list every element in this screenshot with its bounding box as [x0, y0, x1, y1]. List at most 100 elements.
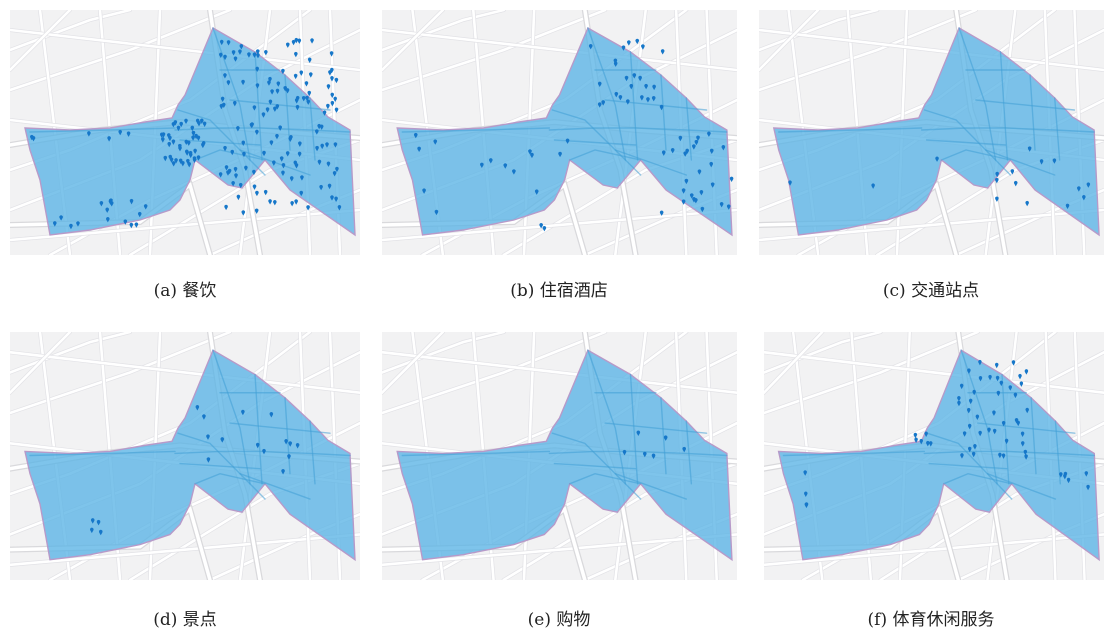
map-canvas — [10, 10, 360, 255]
road — [401, 450, 551, 457]
poi-marker-icon — [651, 96, 656, 102]
road — [179, 139, 261, 146]
poi-marker-icon — [729, 176, 734, 183]
poi-marker-icon — [613, 58, 618, 64]
poi-marker-icon — [179, 121, 184, 128]
poi-marker-icon — [1059, 472, 1063, 478]
road — [254, 373, 263, 485]
road — [194, 472, 266, 485]
road — [614, 149, 687, 176]
poi-marker-icon — [285, 88, 290, 94]
poi-marker-icon — [166, 133, 171, 139]
poi-marker-icon — [334, 107, 339, 113]
poi-marker-icon — [168, 154, 173, 161]
road — [177, 109, 266, 176]
poi-marker-icon — [613, 61, 618, 67]
poi-marker-icon — [1001, 453, 1006, 459]
road — [960, 349, 998, 485]
poi-marker-icon — [326, 84, 331, 90]
poi-marker-icon — [967, 423, 972, 430]
poi-marker-icon — [281, 170, 285, 176]
poi-marker-icon — [1086, 484, 1090, 491]
poi-marker-icon — [1082, 194, 1086, 201]
poi-marker-icon — [995, 177, 999, 184]
poi-marker-icon — [231, 50, 236, 56]
poi-marker-icon — [285, 42, 290, 48]
panel-caption: (a) 餐饮 — [153, 281, 217, 301]
poi-marker-icon — [721, 145, 726, 151]
poi-marker-icon — [601, 100, 606, 106]
poi-marker-icon — [218, 172, 223, 178]
poi-marker-icon — [597, 102, 602, 108]
poi-marker-icon — [1011, 360, 1016, 366]
poi-marker-icon — [967, 446, 972, 453]
poi-marker-icon — [268, 76, 272, 83]
poi-marker-icon — [709, 161, 714, 168]
poi-marker-icon — [126, 131, 131, 137]
poi-marker-icon — [966, 407, 971, 414]
poi-marker-icon — [696, 135, 700, 141]
poi-marker-icon — [255, 83, 260, 89]
poi-marker-icon — [332, 170, 337, 177]
road — [551, 432, 642, 500]
poi-marker-icon — [1052, 158, 1057, 164]
poi-marker-icon — [992, 428, 997, 435]
poi-marker-icon — [206, 457, 211, 463]
road — [759, 208, 1104, 242]
poi-marker-icon — [262, 150, 266, 157]
poi-marker-icon — [978, 430, 982, 437]
poi-marker-icon — [123, 219, 128, 225]
map-canvas — [382, 332, 737, 580]
poi-marker-icon — [294, 199, 298, 205]
map-view — [382, 10, 737, 255]
poi-marker-icon — [1066, 477, 1071, 484]
poi-marker-icon — [53, 221, 57, 227]
poi-marker-icon — [972, 389, 976, 396]
panel-caption: (d) 景点 — [153, 610, 217, 630]
poi-marker-icon — [315, 129, 319, 135]
poi-marker-icon — [197, 120, 201, 127]
road — [179, 462, 261, 470]
poi-marker-icon — [624, 75, 629, 82]
poi-marker-icon — [681, 199, 686, 205]
map-view — [10, 10, 360, 255]
poi-marker-icon — [295, 442, 300, 449]
poi-marker-icon — [268, 199, 272, 205]
poi-marker-icon — [682, 446, 687, 453]
road — [1030, 397, 1037, 475]
poi-marker-icon — [1027, 146, 1032, 152]
poi-marker-icon — [169, 157, 174, 163]
poi-marker-icon — [967, 368, 971, 374]
poi-marker-icon — [192, 157, 197, 164]
poi-marker-icon — [957, 400, 961, 407]
poi-marker-icon — [625, 99, 630, 105]
study-area-polygon — [777, 349, 1100, 562]
poi-marker-icon — [227, 168, 232, 175]
road — [382, 332, 445, 395]
study-area-polygon — [24, 26, 356, 237]
road — [985, 149, 1056, 176]
poi-marker-icon — [297, 38, 302, 44]
poi-marker-icon — [642, 451, 647, 458]
road — [999, 51, 1009, 161]
poi-marker-icon — [230, 149, 235, 156]
poi-marker-icon — [971, 451, 976, 458]
poi-marker-icon — [700, 206, 705, 213]
road — [614, 473, 687, 500]
poi-marker-icon — [334, 196, 338, 202]
poi-marker-icon — [276, 81, 281, 87]
poi-marker-icon — [255, 66, 259, 73]
poi-marker-icon — [1013, 180, 1018, 187]
poi-marker-icon — [978, 375, 983, 382]
poi-marker-icon — [275, 88, 280, 95]
poi-marker-icon — [297, 151, 302, 158]
poi-marker-icon — [926, 440, 930, 447]
poi-marker-icon — [294, 98, 299, 104]
poi-marker-icon — [330, 67, 334, 74]
poi-marker-icon — [200, 118, 204, 124]
map-view — [10, 332, 360, 580]
poi-marker-icon — [987, 427, 991, 433]
map-canvas — [764, 332, 1104, 580]
road — [587, 349, 627, 485]
poi-marker-icon — [1063, 473, 1067, 480]
